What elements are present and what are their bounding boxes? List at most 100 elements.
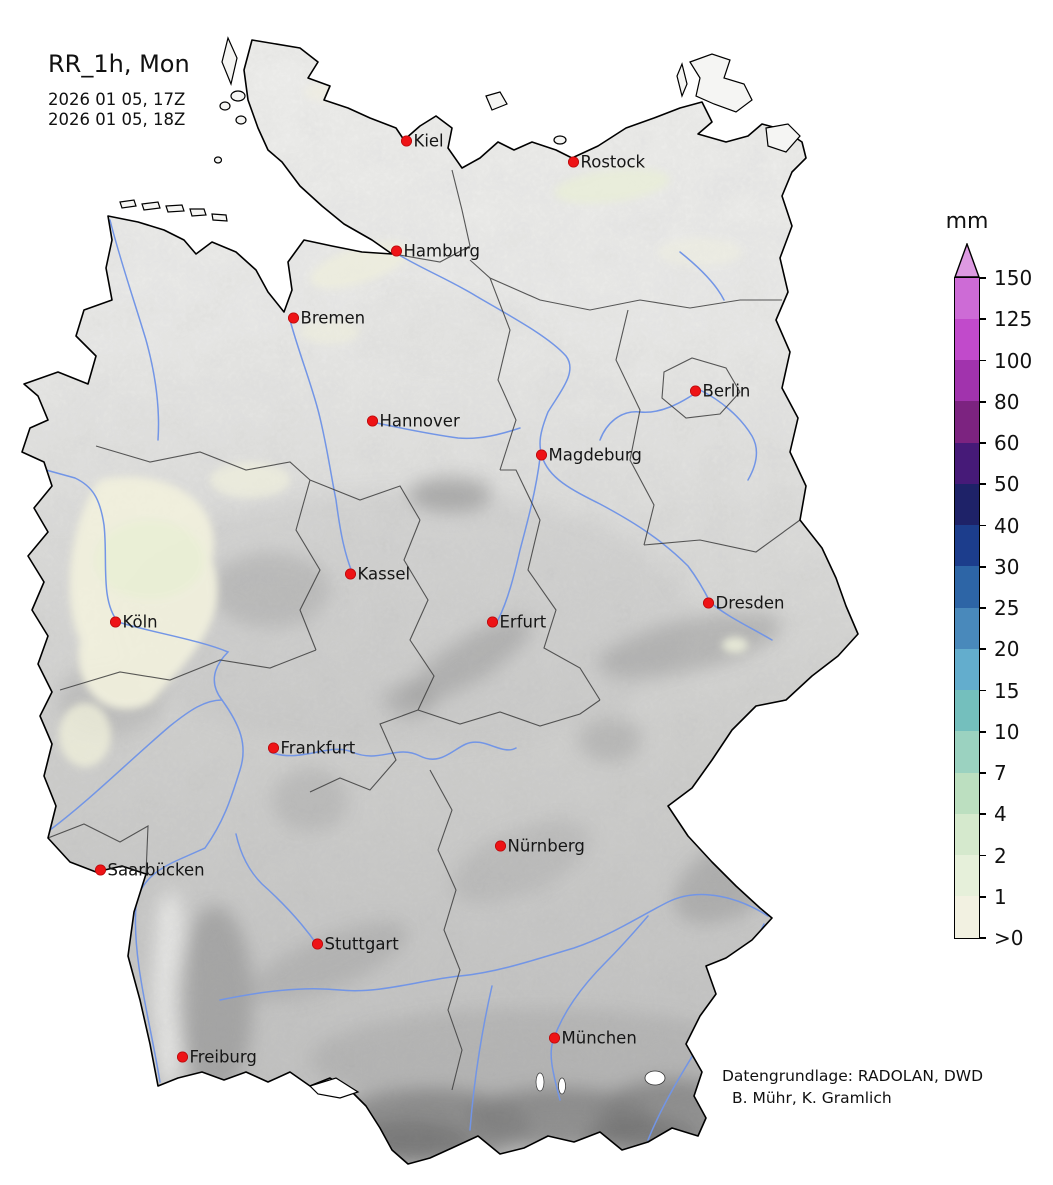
valid-time-end: 2026 01 05, 18Z [48, 110, 186, 130]
city-label: Erfurt [499, 612, 547, 632]
colorbar-tick [979, 648, 986, 651]
city-dot-icon [486, 616, 498, 628]
city-label: Köln [122, 612, 158, 632]
lakes-layer [535, 1070, 666, 1095]
city-marker: Magdeburg [535, 445, 642, 465]
colorbar-tick-label: 20 [994, 637, 1020, 662]
river-saale [497, 457, 541, 621]
colorbar-segment [954, 607, 979, 649]
colorbar-tick [979, 359, 986, 362]
river-aller [371, 421, 521, 440]
colorbar-unit-label: mm [945, 209, 989, 234]
colorbar-tick-label: 30 [994, 554, 1020, 579]
colorbar-segment [954, 813, 979, 855]
city-dot-icon [390, 245, 402, 257]
colorbar-tick-label: >0 [994, 926, 1024, 950]
river-isar [550, 915, 649, 1101]
colorbar-tick-label: 60 [994, 431, 1020, 455]
attribution: Datengrundlage: RADOLAN, DWD B. Mühr, K.… [722, 1066, 983, 1109]
colorbar-tick [979, 730, 986, 733]
colorbar-gradient-bar [953, 276, 980, 939]
colorbar-tick-label: 4 [994, 802, 1007, 827]
city-marker: Freiburg [176, 1047, 257, 1067]
title-block: RR_1h, Mon 2026 01 05, 17Z 2026 01 05, 1… [48, 50, 190, 130]
city-dot-icon [366, 415, 378, 427]
river-neckar [235, 833, 319, 947]
colorbar-tick [979, 483, 986, 486]
city-marker: Nürnberg [494, 836, 585, 856]
city-marker: Dresden [702, 593, 785, 613]
city-marker: Saarbücken [94, 860, 205, 880]
river-lech [469, 985, 493, 1131]
river-spree-east [699, 389, 758, 481]
colorbar-segment [954, 360, 979, 402]
city-label: Kassel [357, 564, 411, 584]
river-danube [219, 893, 769, 1001]
colorbar-tick-label: 7 [994, 761, 1007, 785]
river-ems [109, 219, 160, 441]
city-marker: Erfurt [486, 612, 547, 632]
city-marker: Köln [109, 612, 158, 632]
colorbar-segment [954, 648, 979, 690]
city-dot-icon [702, 597, 714, 609]
colorbar-segment [954, 855, 979, 897]
city-label: Bremen [300, 308, 366, 328]
city-marker: Rostock [567, 152, 646, 172]
city-dot-icon [94, 864, 106, 876]
colorbar-tick [979, 277, 986, 279]
city-label: Kiel [413, 131, 444, 151]
islands-layer [119, 36, 801, 1099]
colorbar-tick-label: 40 [994, 513, 1020, 538]
city-label: Stuttgart [324, 934, 399, 954]
colorbar-tick [979, 524, 986, 527]
city-label: Magdeburg [548, 445, 642, 465]
colorbar-tick-label: 15 [994, 678, 1020, 703]
city-label: Freiburg [189, 1047, 257, 1067]
colorbar-segment [954, 277, 979, 319]
city-dot-icon [689, 385, 701, 397]
river-mosel [49, 699, 223, 831]
colorbar-tick [979, 689, 986, 692]
colorbar-tick-label: 2 [994, 843, 1007, 868]
colorbar-tick [979, 854, 986, 857]
colorbar-overflow-arrow [954, 243, 980, 278]
colorbar-tick [979, 607, 986, 609]
city-dot-icon [176, 1051, 188, 1063]
city-dot-icon [400, 135, 412, 147]
colorbar-segment [954, 318, 979, 360]
city-dot-icon [567, 156, 579, 168]
precipitation-areas [59, 82, 748, 767]
colorbar-tick [979, 813, 986, 816]
city-marker: Frankfurt [267, 739, 355, 758]
colorbar-tick [979, 442, 986, 444]
colorbar-tick-label: 100 [994, 348, 1033, 373]
colorbar-segment [954, 566, 979, 608]
colorbar-tick-label: 25 [994, 596, 1020, 620]
city-label: Nürnberg [507, 836, 585, 856]
colorbar-tick [979, 772, 986, 774]
colorbar-segment [954, 772, 979, 814]
colorbar-tick-label: 1 [994, 884, 1007, 909]
country-outline [21, 39, 859, 1165]
colorbar-segment [954, 525, 979, 567]
city-dot-icon [109, 616, 121, 628]
colorbar-tick-label: 80 [994, 389, 1020, 414]
city-label: Rostock [580, 152, 646, 172]
city-label: Dresden [715, 593, 785, 613]
city-dot-icon [494, 840, 506, 852]
city-dot-icon [548, 1032, 560, 1044]
colorbar-segment [954, 483, 979, 525]
colorbar-tick [979, 895, 986, 898]
colorbar-tick-label: 50 [994, 472, 1020, 497]
river-peene [679, 251, 725, 301]
colorbar-tick [979, 318, 986, 321]
valid-time-start: 2026 01 05, 17Z [48, 90, 186, 109]
city-marker: Kassel [344, 564, 411, 584]
city-label: Saarbücken [107, 860, 205, 880]
attribution-authors: B. Mühr, K. Gramlich [732, 1088, 892, 1107]
colorbar-segment [954, 442, 979, 484]
city-dot-icon [344, 568, 356, 580]
colorbar-tick [979, 565, 986, 568]
